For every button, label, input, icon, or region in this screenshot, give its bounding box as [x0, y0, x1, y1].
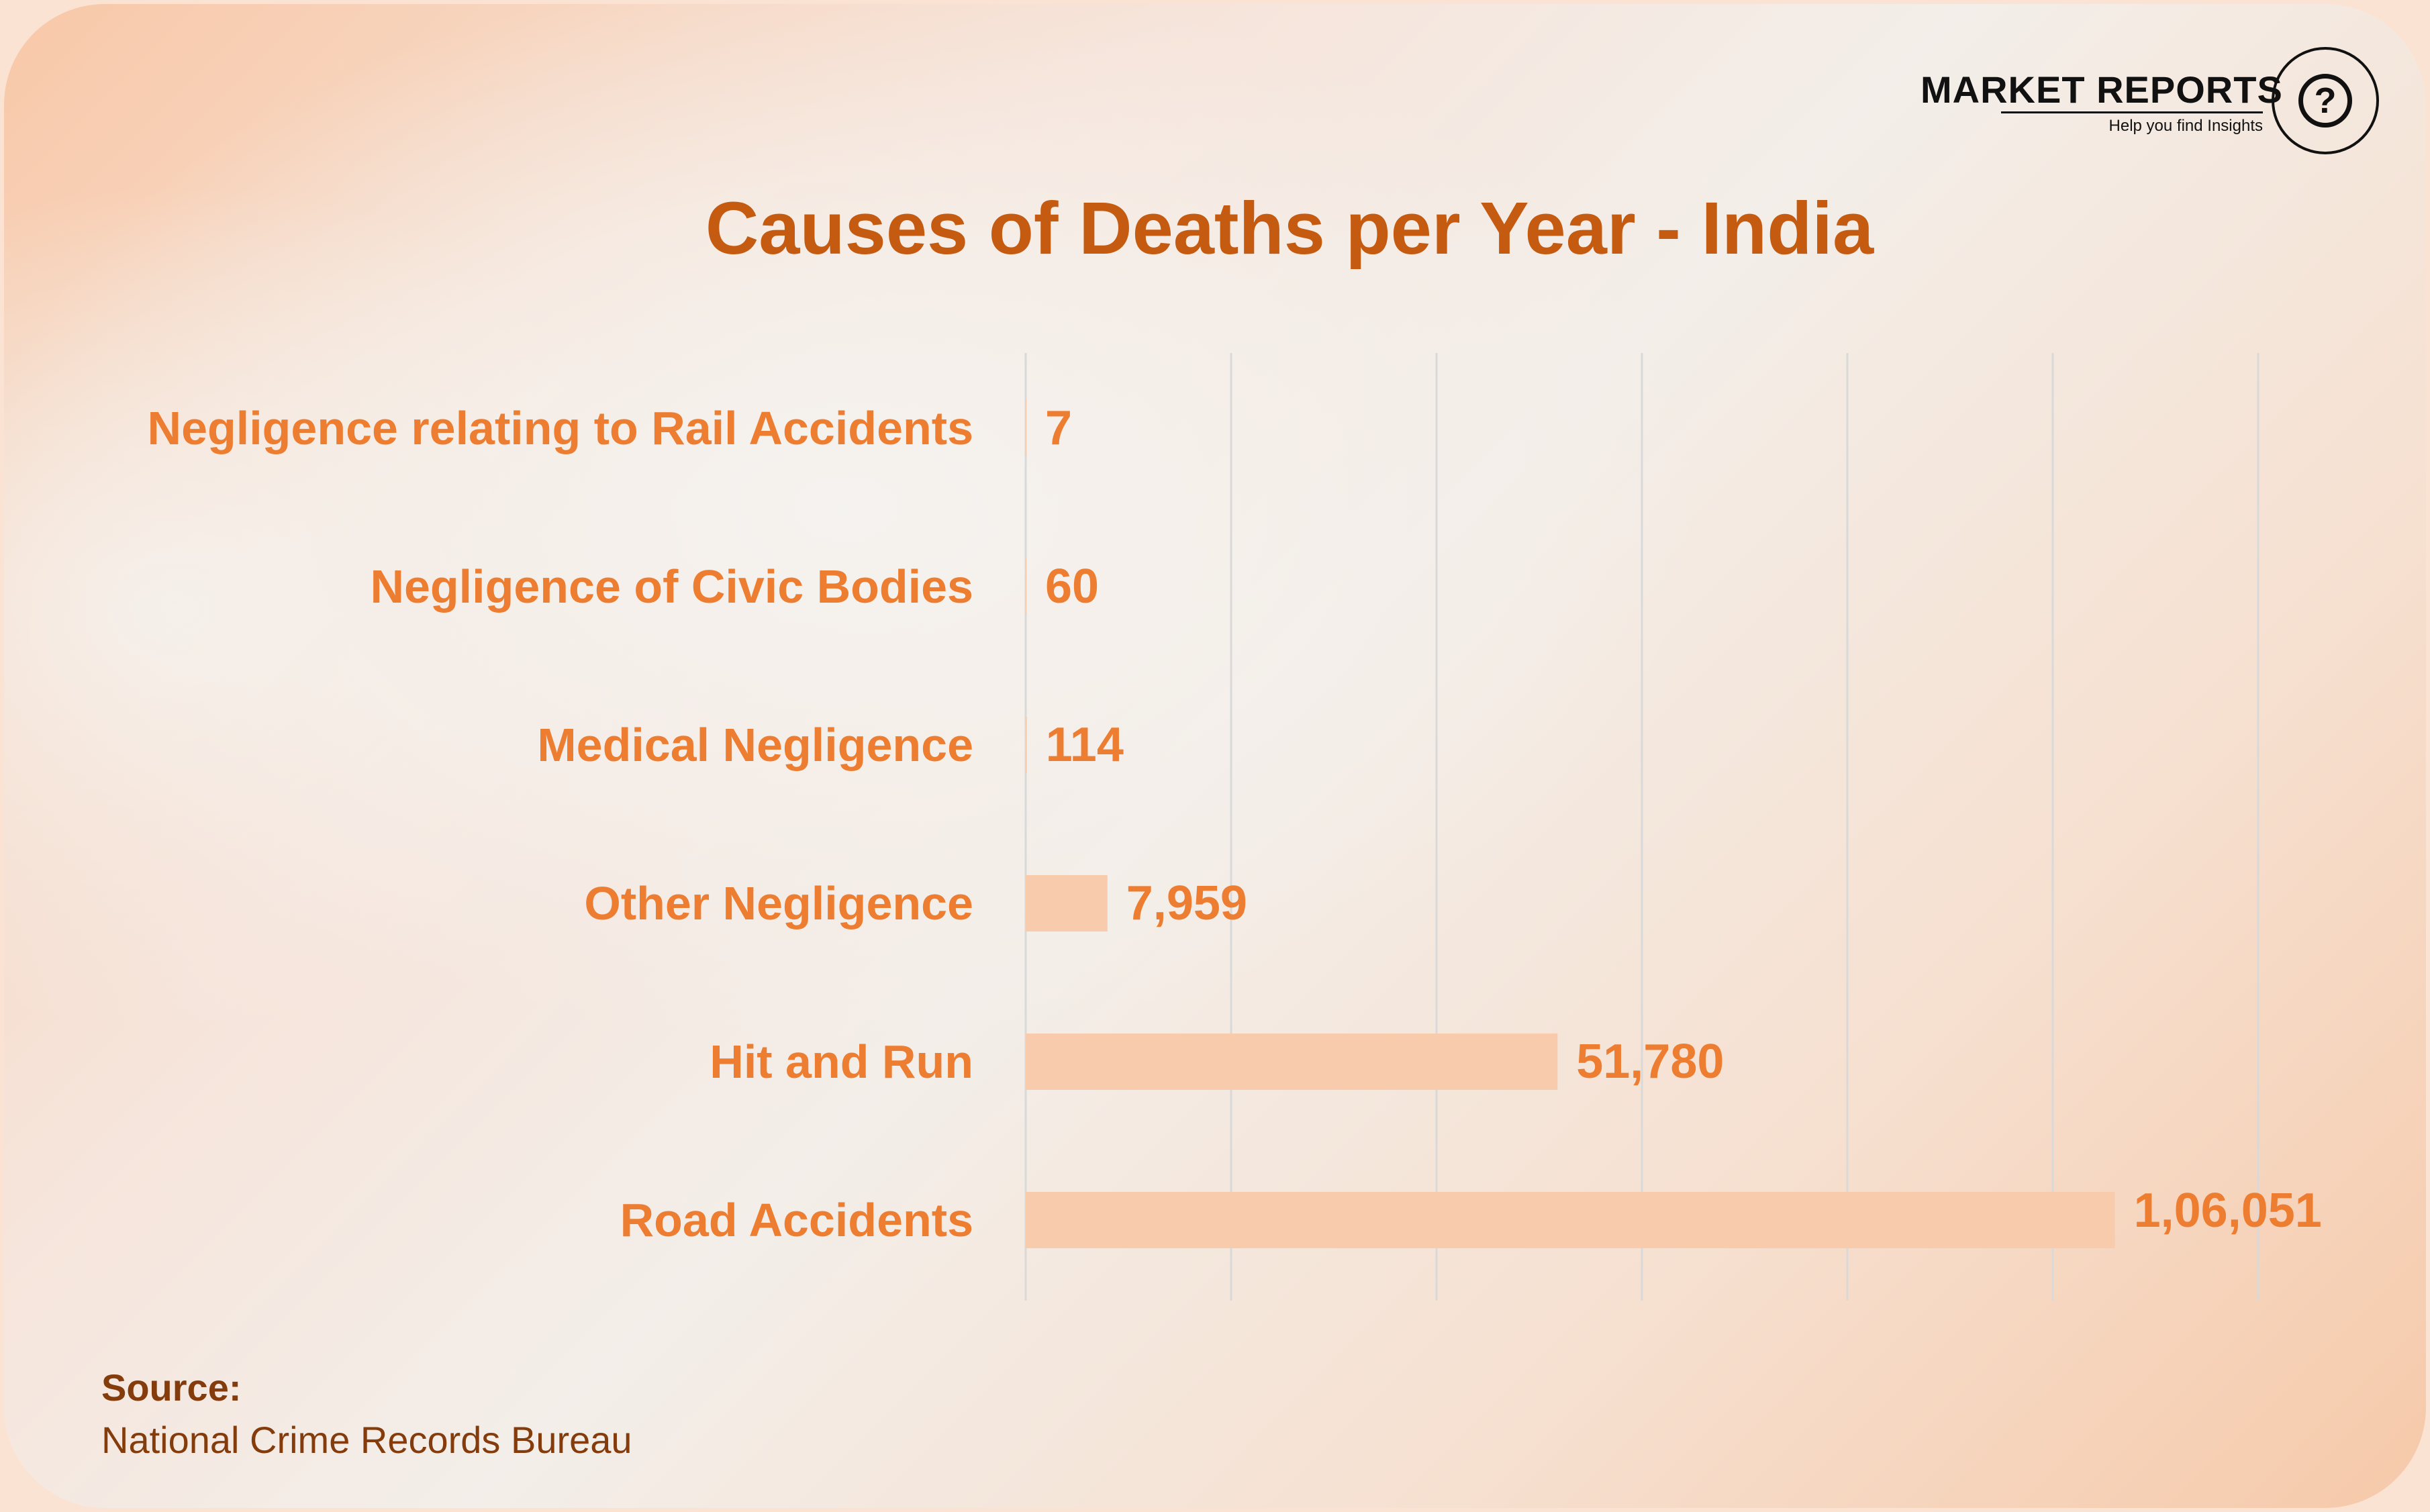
bar: [1026, 1034, 1558, 1090]
category-label: Medical Negligence: [537, 719, 973, 771]
question-mark-icon: ?: [2272, 47, 2379, 154]
data-label: 1,06,051: [2134, 1184, 2322, 1238]
brand-underline: [2001, 111, 2263, 113]
data-label: 7,959: [1126, 876, 1247, 930]
data-label: 7: [1045, 401, 1072, 455]
data-label: 51,780: [1576, 1035, 1724, 1089]
brand-logo: MARKET REPORTS Help you find Insights: [1921, 68, 2283, 135]
bar: [1026, 1192, 2115, 1248]
bar: [1026, 875, 1108, 931]
source-label: Source:: [101, 1366, 242, 1409]
data-label: 60: [1045, 560, 1099, 613]
bar: [1026, 717, 1027, 773]
category-label: Road Accidents: [620, 1194, 973, 1246]
brand-tagline: Help you find Insights: [2108, 117, 2263, 135]
brand-name: MARKET REPORTS: [1921, 68, 2283, 111]
category-label: Other Negligence: [584, 877, 973, 929]
bar-chart: Negligence relating to Rail Accidents 7 Ne…: [148, 353, 2322, 1301]
chart-title: Causes of Deaths per Year - India: [705, 187, 1874, 270]
category-label: Hit and Run: [710, 1036, 973, 1088]
source-value: National Crime Records Bureau: [101, 1419, 632, 1461]
data-label: 114: [1046, 718, 1124, 772]
category-label: Negligence of Civic Bodies: [370, 560, 973, 613]
chart-card: MARKET REPORTS Help you find Insights ? …: [4, 4, 2426, 1508]
category-label: Negligence relating to Rail Accidents: [148, 402, 973, 454]
